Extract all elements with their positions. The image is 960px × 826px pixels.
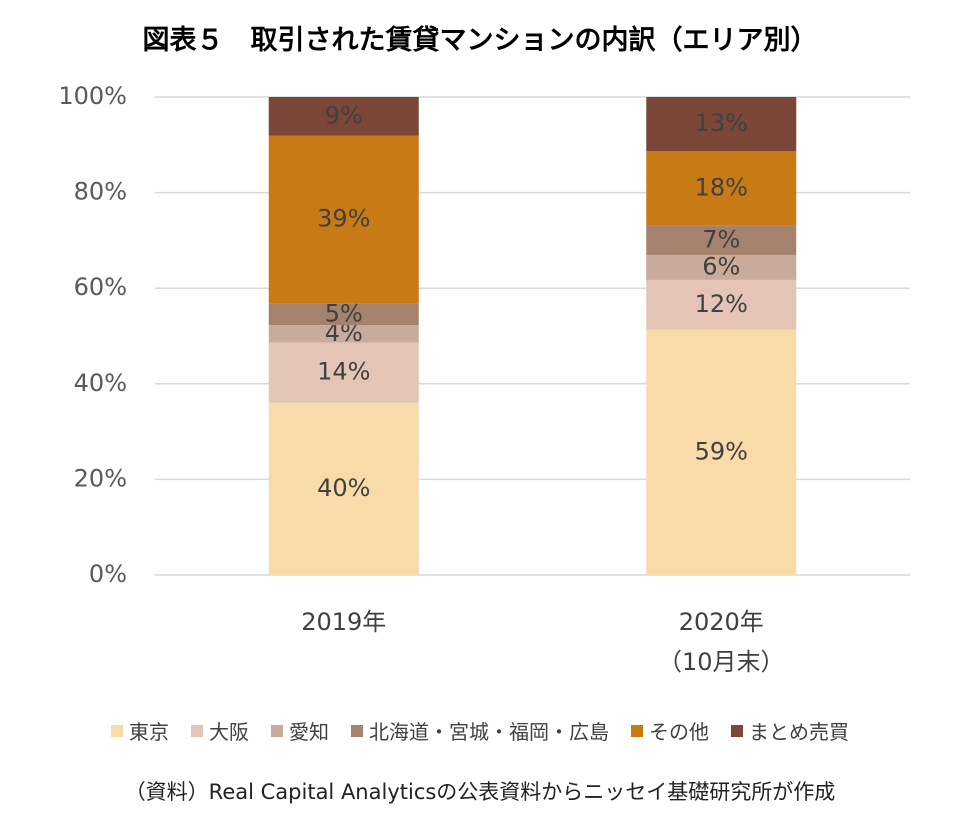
value-label: 14% (317, 358, 370, 386)
legend-item: 北海道・宮城・福岡・広島 (351, 716, 609, 745)
y-tick-label: 100% (58, 82, 127, 110)
legend-label: 東京 (129, 720, 169, 744)
legend-swatch (111, 724, 123, 737)
y-tick-label: 40% (74, 369, 127, 397)
y-tick-label: 0% (89, 560, 127, 588)
legend-swatch (271, 724, 283, 737)
y-tick-label: 20% (74, 464, 127, 492)
x-tick-label: 2019年 (301, 608, 387, 636)
bar-segment (268, 303, 419, 326)
bar-segment (646, 279, 797, 330)
value-label: 12% (695, 290, 748, 318)
bar-segment (268, 135, 419, 304)
legend-swatch (191, 724, 203, 737)
chart-title: 図表５ 取引された賃貸マンションの内訳（エリア別） (142, 25, 818, 56)
legend-label: その他 (649, 720, 709, 744)
value-label: 9% (325, 101, 363, 129)
value-label: 39% (317, 205, 370, 233)
bar-segment (268, 97, 419, 136)
legend-label: まとめ売買 (749, 720, 849, 744)
bar-segment (268, 402, 419, 575)
bar-segment (646, 329, 797, 575)
legend-item: 東京 (111, 716, 169, 745)
value-label: 59% (695, 437, 748, 465)
bar-segment (646, 254, 797, 280)
value-label: 7% (702, 225, 740, 253)
y-tick-label: 80% (74, 178, 127, 206)
legend-item: 愛知 (271, 716, 329, 745)
legend-item: まとめ売買 (731, 716, 849, 745)
value-label: 18% (695, 173, 748, 201)
legend-swatch (631, 724, 643, 737)
legend-label: 愛知 (289, 720, 329, 744)
x-tick-label: 2020年 （10月末） (657, 608, 785, 676)
legend: 東京 大阪 愛知 北海道・宮城・福岡・広島 その他 まとめ売買 (0, 716, 960, 745)
legend-label: 大阪 (209, 720, 249, 744)
value-label: 13% (695, 109, 748, 137)
bar-segment (268, 342, 419, 403)
legend-item: 大阪 (191, 716, 249, 745)
bar-segment (268, 325, 419, 343)
legend-label: 北海道・宮城・福岡・広島 (369, 720, 609, 744)
value-label: 5% (325, 299, 363, 327)
value-label: 40% (317, 474, 370, 502)
bar-segment (646, 97, 797, 152)
bar-segment (646, 151, 797, 226)
legend-item: その他 (631, 716, 709, 745)
value-label: 6% (702, 252, 740, 280)
legend-swatch (351, 724, 363, 737)
y-tick-label: 60% (74, 273, 127, 301)
legend-swatch (731, 724, 743, 737)
source-note: （資料）Real Capital Analyticsの公表資料からニッセイ基礎研… (124, 780, 836, 804)
bar-segment (646, 225, 797, 255)
